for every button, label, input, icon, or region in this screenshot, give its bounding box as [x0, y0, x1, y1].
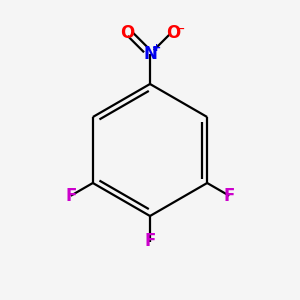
Text: F: F [224, 187, 235, 205]
Text: −: − [176, 23, 185, 33]
Text: F: F [144, 232, 156, 250]
Text: N: N [143, 45, 157, 63]
Text: +: + [152, 43, 161, 53]
Text: O: O [120, 24, 134, 42]
Text: O: O [166, 24, 180, 42]
Text: F: F [65, 187, 76, 205]
